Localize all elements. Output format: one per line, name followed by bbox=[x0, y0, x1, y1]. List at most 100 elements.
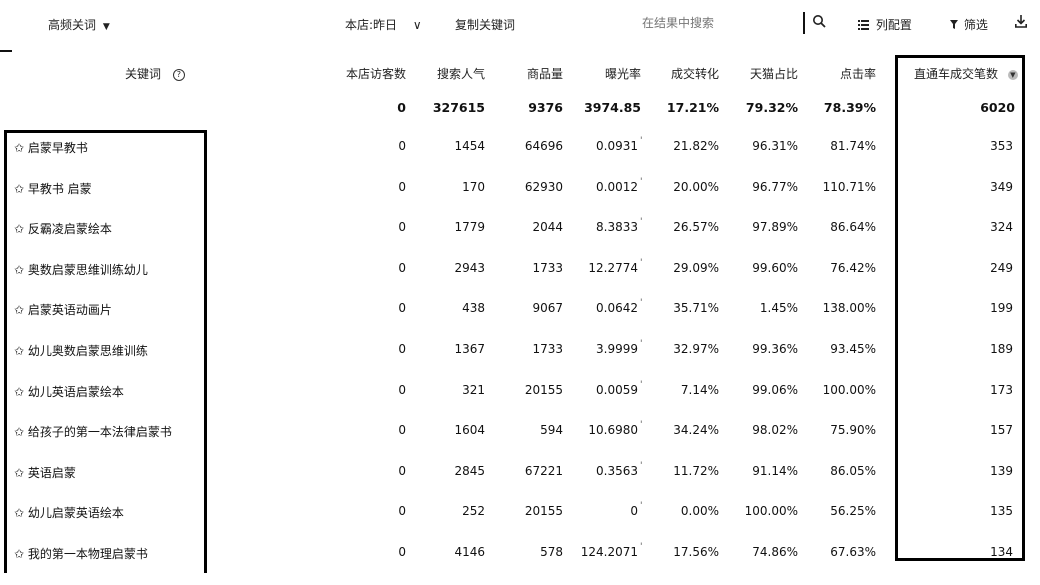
keyword-type-dropdown[interactable]: 高频关词 ▼ bbox=[48, 16, 110, 33]
cell-marker: ' bbox=[640, 420, 643, 431]
header-keyword[interactable]: 关键词 ? bbox=[125, 65, 185, 82]
cell-product-count: 62930 bbox=[524, 179, 563, 194]
download-button[interactable] bbox=[1015, 15, 1027, 31]
cell-search-popularity: 1604 bbox=[454, 423, 485, 438]
header-search-popularity[interactable]: 搜索人气 bbox=[436, 67, 485, 81]
cell-conversion: 0.00% bbox=[680, 504, 719, 519]
cell-search-popularity: 2845 bbox=[454, 463, 485, 478]
cell-tmall-share: 99.60% bbox=[752, 260, 798, 275]
table-row[interactable]: ✩ 奥数启蒙思维训练幼儿 0 2943 1733 12.2774 ' 29.09% 99.60… bbox=[0, 257, 1040, 301]
header-product-count[interactable]: 商品量 bbox=[526, 67, 563, 81]
list-icon bbox=[858, 20, 869, 30]
cell-keyword[interactable]: ✩ 反霸凌启蒙绘本 bbox=[14, 222, 112, 237]
highlight-box-orders bbox=[895, 55, 1025, 561]
cell-marker: ' bbox=[640, 339, 643, 349]
filter-icon bbox=[950, 20, 958, 29]
header-tmall-share[interactable]: 天猫占比 bbox=[749, 67, 798, 81]
cell-search-popularity: 1367 bbox=[454, 342, 485, 356]
cell-keyword[interactable]: ✩ 幼儿英语启蒙绘本 bbox=[14, 384, 124, 399]
divider bbox=[0, 50, 12, 52]
table-row[interactable]: ✩ 英语启蒙 0 2845 67221 0.3563 ' 11.72% 91.14% 86.05… bbox=[0, 461, 1040, 504]
sort-desc-icon[interactable]: ▼ bbox=[1007, 69, 1018, 80]
cell-product-count: 20155 bbox=[524, 382, 563, 397]
date-range-dropdown[interactable]: 本店:昨日 ∨ bbox=[345, 16, 422, 33]
cell-marker: ' bbox=[640, 542, 643, 552]
cell-orders: 189 bbox=[990, 342, 1013, 356]
cell-keyword[interactable]: ✩ 幼儿奥数启蒙思维训练 bbox=[14, 344, 148, 358]
cell-visitors: 0 bbox=[398, 504, 406, 519]
cell-search-popularity: 252 bbox=[462, 504, 485, 519]
table-row[interactable]: ✩ 给孩子的第一本法律启蒙书 0 1604 594 10.6980 ' 34.24% 98.0… bbox=[0, 420, 1040, 463]
table-row[interactable]: ✩ 我的第一本物理启蒙书 0 4146 578 124.2071 ' 17.56% 74.86… bbox=[0, 542, 1040, 585]
cell-conversion: 17.56% bbox=[673, 545, 719, 559]
cell-keyword[interactable]: ✩ 我的第一本物理启蒙书 bbox=[14, 547, 148, 561]
help-icon[interactable]: ? bbox=[172, 68, 185, 81]
cell-exposure-rate: 0.0931 bbox=[596, 139, 638, 153]
table-row[interactable]: ✩ 幼儿英语启蒙绘本 0 321 20155 0.0059 ' 7.14% 99.06% 100… bbox=[0, 379, 1040, 423]
copy-keywords-button[interactable]: 复制关键词 bbox=[455, 16, 515, 33]
cell-exposure-rate: 0.0012 bbox=[596, 179, 638, 194]
cell-product-count: 67221 bbox=[524, 463, 563, 478]
header-click-rate[interactable]: 点击率 bbox=[839, 67, 876, 81]
table-row[interactable]: ✩ 启蒙早教书 0 1454 64696 0.0931 ' 21.82% 96.31% 81.7… bbox=[0, 136, 1040, 179]
table-row[interactable]: ✩ 早教书 启蒙 0 170 62930 0.0012 ' 20.00% 96.77% 110.… bbox=[0, 177, 1040, 220]
table-row[interactable]: ✩ 幼儿启蒙英语绘本 0 252 20155 0 ' 0.00% 100.00% 56.25% 1… bbox=[0, 501, 1040, 544]
cell-tmall-share: 98.02% bbox=[752, 423, 798, 438]
table-row[interactable]: ✩ 反霸凌启蒙绘本 0 1779 2044 8.3833 ' 26.57% 97.89% 86.… bbox=[0, 217, 1040, 260]
cell-exposure-rate: 0 bbox=[630, 504, 638, 519]
cell-exposure-rate: 12.2774 bbox=[588, 260, 638, 275]
cell-tmall-share: 100.00% bbox=[744, 504, 798, 519]
table-row[interactable]: ✩ 幼儿奥数启蒙思维训练 0 1367 1733 3.9999 ' 32.97% 99.36%… bbox=[0, 339, 1040, 382]
header-keyword-label: 关键词 bbox=[125, 67, 162, 81]
column-config-button[interactable]: 列配置 bbox=[858, 16, 912, 33]
cell-product-count: 9067 bbox=[532, 301, 563, 316]
cell-product-count: 64696 bbox=[524, 139, 563, 153]
cell-product-count: 594 bbox=[540, 423, 563, 438]
cell-keyword[interactable]: ✩ 幼儿启蒙英语绘本 bbox=[14, 506, 124, 521]
cell-product-count: 578 bbox=[540, 545, 563, 559]
cell-click-rate: 100.00% bbox=[822, 382, 876, 397]
header-visitors[interactable]: 本店访客数 bbox=[345, 67, 406, 81]
cell-keyword[interactable]: ✩ 早教书 启蒙 bbox=[14, 181, 92, 196]
cell-tmall-share: 74.86% bbox=[752, 545, 798, 559]
date-range-label: 本店:昨日 bbox=[345, 18, 398, 32]
cell-orders: 139 bbox=[990, 463, 1013, 478]
cell-conversion: 26.57% bbox=[673, 220, 719, 235]
cell-conversion: 35.71% bbox=[673, 301, 719, 316]
cell-visitors: 0 bbox=[398, 463, 406, 478]
cell-search-popularity: 321 bbox=[462, 382, 485, 397]
header-orders[interactable]: 直通车成交笔数 ▼ bbox=[914, 65, 1018, 82]
cell-click-rate: 75.90% bbox=[830, 423, 876, 438]
cell-conversion: 32.97% bbox=[673, 342, 719, 356]
search-button[interactable] bbox=[812, 14, 826, 31]
cell-exposure-rate: 124.2071 bbox=[580, 545, 638, 559]
cell-visitors: 0 bbox=[398, 179, 406, 194]
chevron-down-icon: ∨ bbox=[412, 18, 422, 32]
cell-keyword[interactable]: ✩ 启蒙英语动画片 bbox=[14, 303, 112, 318]
cell-keyword[interactable]: ✩ 启蒙早教书 bbox=[14, 141, 88, 155]
cell-keyword[interactable]: ✩ 奥数启蒙思维训练幼儿 bbox=[14, 262, 148, 277]
filter-button[interactable]: 筛选 bbox=[950, 16, 988, 33]
cell-tmall-share: 99.06% bbox=[752, 382, 798, 397]
search-input[interactable] bbox=[640, 11, 794, 35]
header-conversion[interactable]: 成交转化 bbox=[670, 67, 719, 81]
cell-keyword[interactable]: ✩ 英语启蒙 bbox=[14, 465, 76, 480]
cell-conversion: 21.82% bbox=[673, 139, 719, 153]
cell-exposure-rate: 0.3563 bbox=[596, 463, 638, 478]
cell-click-rate: 67.63% bbox=[830, 545, 876, 559]
cell-search-popularity: 1454 bbox=[454, 139, 485, 153]
table-row[interactable]: ✩ 启蒙英语动画片 0 438 9067 0.0642 ' 35.71% 1.45% 138.0… bbox=[0, 298, 1040, 341]
cell-marker: ' bbox=[640, 257, 643, 268]
cell-conversion: 34.24% bbox=[673, 423, 719, 438]
cell-marker: ' bbox=[640, 379, 643, 390]
total-orders: 6020 bbox=[980, 100, 1015, 115]
cell-keyword[interactable]: ✩ 给孩子的第一本法律启蒙书 bbox=[14, 425, 172, 440]
header-exposure-rate[interactable]: 曝光率 bbox=[604, 67, 641, 81]
cell-conversion: 20.00% bbox=[673, 179, 719, 194]
cell-search-popularity: 1779 bbox=[454, 220, 485, 235]
cell-product-count: 1733 bbox=[532, 342, 563, 356]
search-icon bbox=[813, 15, 826, 28]
total-click-rate: 78.39% bbox=[823, 100, 876, 115]
cell-visitors: 0 bbox=[398, 342, 406, 356]
toolbar-divider bbox=[803, 12, 805, 34]
